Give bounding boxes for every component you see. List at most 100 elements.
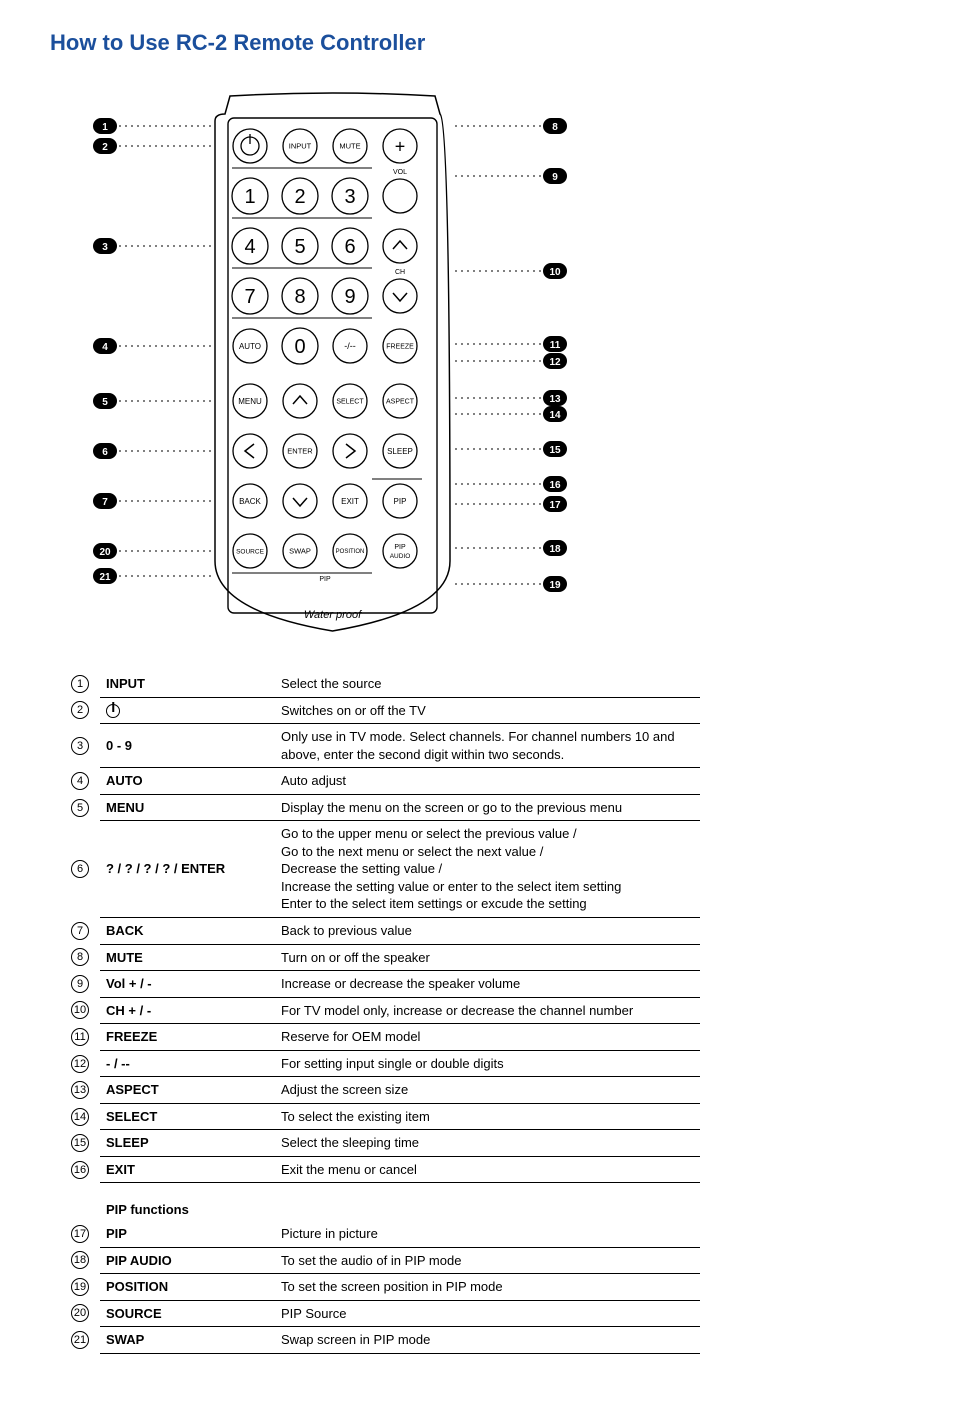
row-desc: Picture in picture bbox=[275, 1221, 700, 1247]
row-desc: Swap screen in PIP mode bbox=[275, 1327, 700, 1354]
row-desc: Turn on or off the speaker bbox=[275, 944, 700, 971]
svg-text:INPUT: INPUT bbox=[289, 142, 312, 151]
svg-text:18: 18 bbox=[549, 544, 561, 555]
row-label: SLEEP bbox=[100, 1130, 275, 1157]
row-desc: Select the sleeping time bbox=[275, 1130, 700, 1157]
row-number: 17 bbox=[71, 1225, 89, 1243]
row-desc: To set the audio of in PIP mode bbox=[275, 1247, 700, 1274]
row-desc: Switches on or off the TV bbox=[275, 697, 700, 724]
table-row: 16 EXITExit the menu or cancel bbox=[60, 1156, 700, 1183]
svg-text:6: 6 bbox=[102, 447, 108, 458]
svg-text:10: 10 bbox=[549, 267, 561, 278]
row-number: 9 bbox=[71, 975, 89, 993]
row-label: SOURCE bbox=[100, 1300, 275, 1327]
svg-text:SELECT: SELECT bbox=[336, 398, 364, 405]
row-label: Vol + / - bbox=[100, 971, 275, 998]
svg-text:ENTER: ENTER bbox=[287, 447, 313, 456]
row-number: 7 bbox=[71, 922, 89, 940]
row-desc: To select the existing item bbox=[275, 1103, 700, 1130]
row-desc: Display the menu on the screen or go to … bbox=[275, 794, 700, 821]
svg-text:2: 2 bbox=[102, 142, 108, 153]
svg-text:8: 8 bbox=[552, 122, 558, 133]
svg-text:VOL: VOL bbox=[393, 169, 407, 176]
svg-text:9: 9 bbox=[344, 286, 355, 308]
table-row: 21SWAPSwap screen in PIP mode bbox=[60, 1327, 700, 1354]
row-desc: Exit the menu or cancel bbox=[275, 1156, 700, 1183]
row-number: 16 bbox=[71, 1161, 89, 1179]
row-label: ASPECT bbox=[100, 1077, 275, 1104]
row-label: ? / ? / ? / ? / ENTER bbox=[100, 821, 275, 918]
power-icon bbox=[106, 704, 120, 718]
svg-text:3: 3 bbox=[102, 242, 108, 253]
table-row: 6? / ? / ? / ? / ENTERGo to the upper me… bbox=[60, 821, 700, 918]
svg-text:17: 17 bbox=[549, 500, 561, 511]
remote-svg: INPUTMUTE+VOL123456789CHAUTO0-/--FREEZEM… bbox=[60, 86, 620, 646]
row-desc: Increase or decrease the speaker volume bbox=[275, 971, 700, 998]
table-row: 11 FREEZEReserve for OEM model bbox=[60, 1024, 700, 1051]
row-label: FREEZE bbox=[100, 1024, 275, 1051]
row-number: 6 bbox=[71, 860, 89, 878]
row-label: POSITION bbox=[100, 1274, 275, 1301]
svg-text:AUTO: AUTO bbox=[239, 342, 261, 351]
svg-text:7: 7 bbox=[244, 286, 255, 308]
row-label: EXIT bbox=[100, 1156, 275, 1183]
svg-text:6: 6 bbox=[344, 236, 355, 258]
row-label bbox=[100, 697, 275, 724]
table-row: 12- / --For setting input single or doub… bbox=[60, 1050, 700, 1077]
table-row: 8MUTETurn on or off the speaker bbox=[60, 944, 700, 971]
table-row: 10CH + / -For TV model only, increase or… bbox=[60, 997, 700, 1024]
table-row: 17PIPPicture in picture bbox=[60, 1221, 700, 1247]
row-number: 14 bbox=[71, 1108, 89, 1126]
row-number: 1 bbox=[71, 675, 89, 693]
svg-text:3: 3 bbox=[344, 186, 355, 208]
row-label: SWAP bbox=[100, 1327, 275, 1354]
table-row: 19POSITIONTo set the screen position in … bbox=[60, 1274, 700, 1301]
row-desc: Only use in TV mode. Select channels. Fo… bbox=[275, 724, 700, 768]
table-row: 5MENUDisplay the menu on the screen or g… bbox=[60, 794, 700, 821]
svg-text:15: 15 bbox=[549, 445, 561, 456]
table-row: 7BACKBack to previous value bbox=[60, 918, 700, 945]
row-number: 11 bbox=[71, 1028, 89, 1046]
row-number: 5 bbox=[71, 799, 89, 817]
row-label: SELECT bbox=[100, 1103, 275, 1130]
svg-text:SLEEP: SLEEP bbox=[387, 447, 413, 456]
row-desc: Reserve for OEM model bbox=[275, 1024, 700, 1051]
svg-text:POSITION: POSITION bbox=[336, 549, 365, 555]
pip-section-title: PIP functions bbox=[100, 1183, 275, 1221]
svg-text:14: 14 bbox=[549, 410, 561, 421]
svg-text:9: 9 bbox=[552, 172, 558, 183]
svg-text:7: 7 bbox=[102, 497, 108, 508]
svg-text:8: 8 bbox=[294, 286, 305, 308]
svg-text:AUDIO: AUDIO bbox=[390, 553, 411, 560]
table-row: 4AUTOAuto adjust bbox=[60, 768, 700, 795]
row-desc: To set the screen position in PIP mode bbox=[275, 1274, 700, 1301]
svg-text:SWAP: SWAP bbox=[289, 547, 311, 556]
row-number: 8 bbox=[71, 948, 89, 966]
row-number: 20 bbox=[71, 1304, 89, 1322]
svg-text:13: 13 bbox=[549, 394, 561, 405]
row-number: 15 bbox=[71, 1134, 89, 1152]
svg-text:1: 1 bbox=[102, 122, 108, 133]
svg-text:5: 5 bbox=[294, 236, 305, 258]
row-number: 13 bbox=[71, 1081, 89, 1099]
svg-text:5: 5 bbox=[102, 397, 108, 408]
row-desc: For setting input single or double digit… bbox=[275, 1050, 700, 1077]
svg-text:ASPECT: ASPECT bbox=[386, 398, 415, 405]
svg-text:BACK: BACK bbox=[239, 497, 261, 506]
row-label: AUTO bbox=[100, 768, 275, 795]
row-desc: PIP Source bbox=[275, 1300, 700, 1327]
svg-text:PIP: PIP bbox=[319, 576, 331, 583]
svg-text:12: 12 bbox=[549, 357, 561, 368]
table-row: 20 SOURCEPIP Source bbox=[60, 1300, 700, 1327]
row-desc: For TV model only, increase or decrease … bbox=[275, 997, 700, 1024]
svg-text:+: + bbox=[395, 136, 406, 156]
svg-text:FREEZE: FREEZE bbox=[386, 343, 414, 350]
row-number: 10 bbox=[71, 1001, 89, 1019]
svg-text:MENU: MENU bbox=[238, 397, 262, 406]
row-label: PIP AUDIO bbox=[100, 1247, 275, 1274]
table-row: 18PIP AUDIOTo set the audio of in PIP mo… bbox=[60, 1247, 700, 1274]
table-row: 2Switches on or off the TV bbox=[60, 697, 700, 724]
row-desc: Auto adjust bbox=[275, 768, 700, 795]
row-label: INPUT bbox=[100, 671, 275, 697]
svg-text:20: 20 bbox=[99, 547, 111, 558]
